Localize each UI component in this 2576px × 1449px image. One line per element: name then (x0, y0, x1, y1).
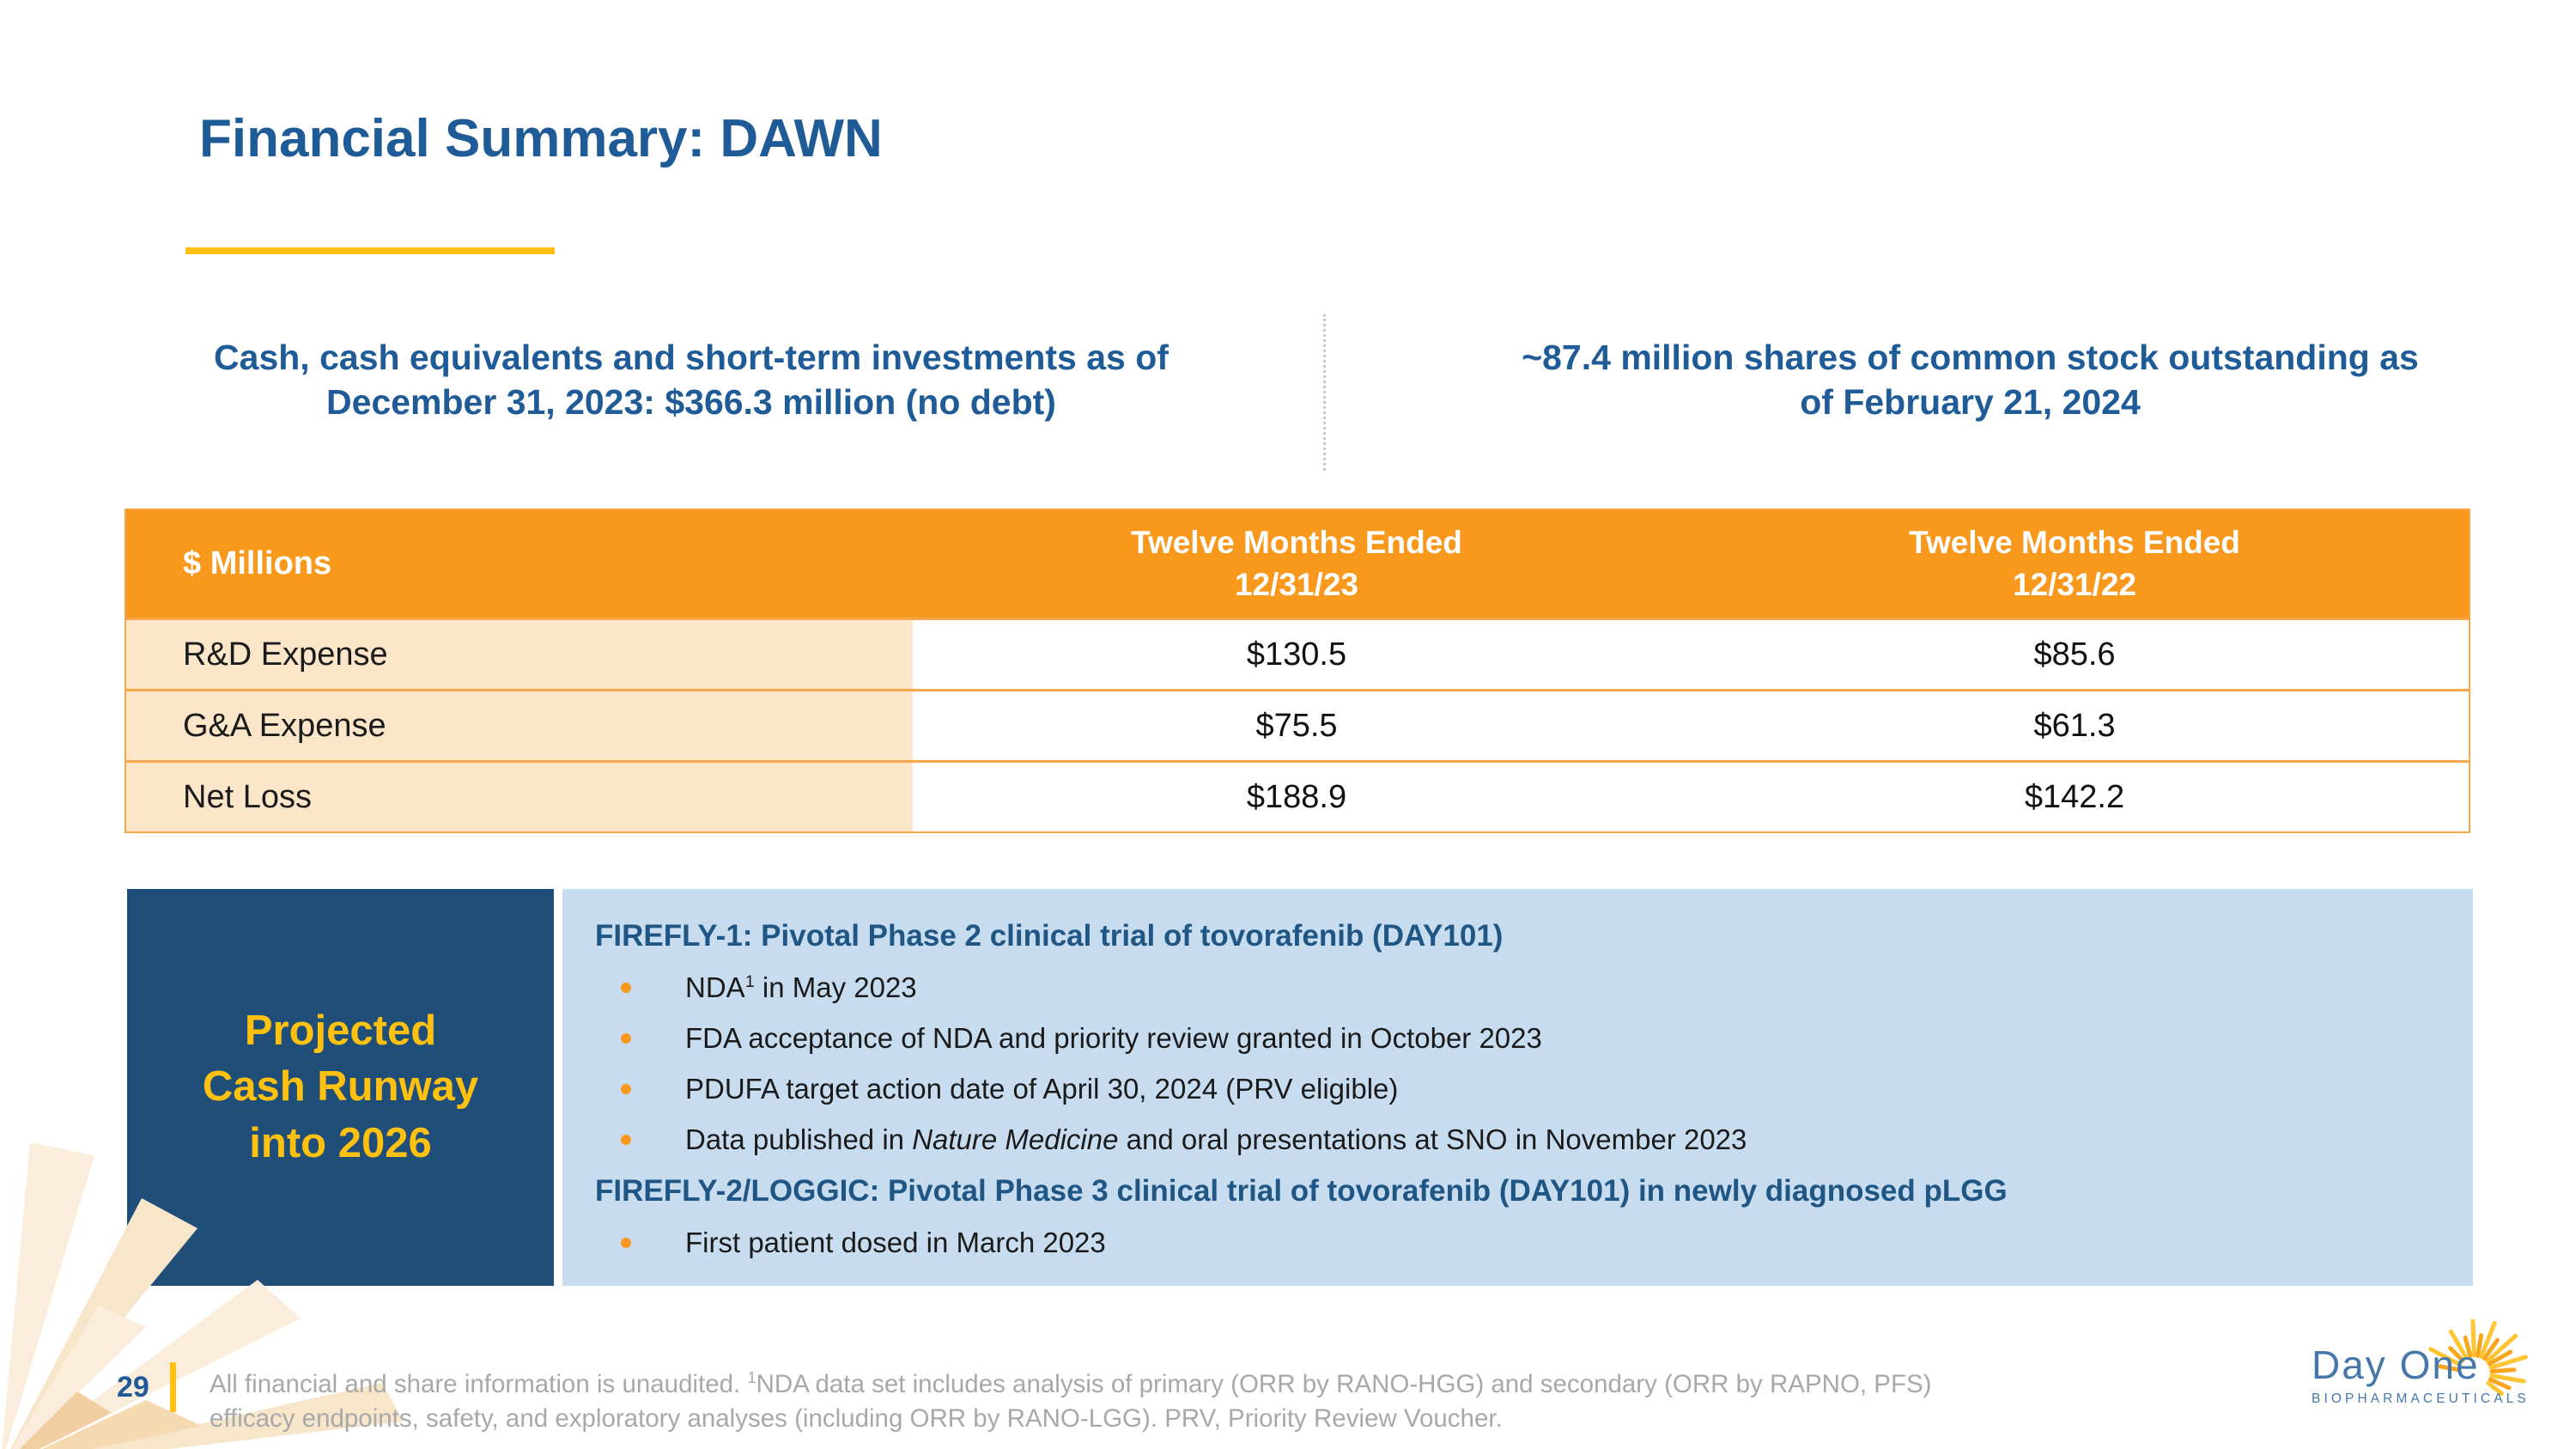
logo-sunburst-icon (2428, 1318, 2528, 1397)
table-header-2023: Twelve Months Ended 12/31/23 (1131, 525, 1462, 602)
logo-name: Day One (2312, 1342, 2480, 1387)
bullet-icon (621, 1084, 631, 1094)
bullet-icon (621, 1135, 631, 1145)
firefly2-heading: FIREFLY-2/LOGGIC: Pivotal Phase 3 clinic… (595, 1174, 2008, 1208)
footnote: All financial and share information is u… (210, 1368, 1932, 1433)
bullet-item: FDA acceptance of NDA and priority revie… (595, 1022, 2439, 1055)
bullet-text: Data published in Nature Medicine and or… (685, 1123, 1747, 1155)
cash-runway-text: Projected Cash Runway into 2026 (202, 1008, 479, 1166)
bullet-icon (621, 1033, 631, 1044)
table-row: G&A Expense $75.5 $61.3 (126, 689, 2469, 760)
dotted-divider (1323, 314, 1326, 471)
table-header-row: $ Millions Twelve Months Ended 12/31/23 … (126, 510, 2469, 618)
table-row: R&D Expense $130.5 $85.6 (126, 618, 2469, 689)
financial-table: $ Millions Twelve Months Ended 12/31/23 … (125, 508, 2470, 833)
firefly1-heading: FIREFLY-1: Pivotal Phase 2 clinical tria… (595, 919, 1504, 953)
shares-highlight-line2: of February 21, 2024 (1800, 382, 2141, 423)
table-header-2022: Twelve Months Ended 12/31/22 (1909, 525, 2240, 602)
cash-highlight-line2: December 31, 2023: $366.3 million (no de… (326, 382, 1056, 423)
title-underline (185, 247, 555, 254)
page-title: Financial Summary: DAWN (199, 109, 883, 168)
corner-sunburst-decoration (2, 1142, 404, 1449)
cash-highlight: Cash, cash equivalents and short-term in… (146, 335, 1236, 425)
table-header-millions: $ Millions (183, 545, 332, 581)
bullet-text: FDA acceptance of NDA and priority revie… (685, 1022, 1542, 1054)
company-logo: Day One BIOPHARMACEUTICALS (2312, 1342, 2569, 1407)
bullet-text: PDUFA target action date of April 30, 20… (685, 1073, 1399, 1105)
bullet-item: NDA1 in May 2023 (595, 971, 2439, 1004)
bullet-item: First patient dosed in March 2023 (595, 1227, 2439, 1259)
bullet-text: First patient dosed in March 2023 (685, 1227, 1106, 1258)
cash-highlight-line1: Cash, cash equivalents and short-term in… (214, 338, 1169, 377)
bullet-text: NDA1 in May 2023 (685, 971, 917, 1003)
table-row: Net Loss $188.9 $142.2 (126, 760, 2469, 831)
bullet-icon (621, 1238, 631, 1248)
page-number: 29 (117, 1371, 149, 1403)
page-number-divider (170, 1362, 176, 1412)
cash-runway-box: Projected Cash Runway into 2026 (127, 889, 554, 1286)
bullet-item: Data published in Nature Medicine and or… (595, 1123, 2439, 1156)
milestones-box: FIREFLY-1: Pivotal Phase 2 clinical tria… (562, 889, 2473, 1286)
shares-highlight-line1: ~87.4 million shares of common stock out… (1522, 338, 2419, 377)
bullet-item: PDUFA target action date of April 30, 20… (595, 1073, 2439, 1105)
logo-tagline: BIOPHARMACEUTICALS (2312, 1391, 2530, 1406)
shares-highlight: ~87.4 million shares of common stock out… (1436, 335, 2505, 425)
bullet-icon (621, 983, 631, 993)
